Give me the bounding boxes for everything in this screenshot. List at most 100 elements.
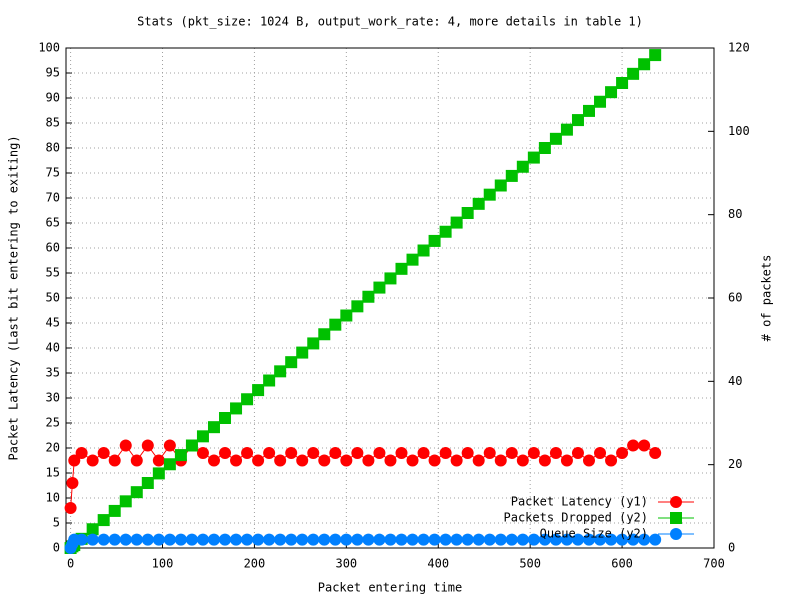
y-tick-label: 0 — [53, 541, 60, 555]
y-tick-label: 55 — [46, 266, 60, 280]
marker — [152, 467, 165, 480]
y2-tick-label: 20 — [728, 457, 742, 471]
marker — [329, 533, 342, 546]
marker — [538, 454, 551, 467]
marker — [119, 533, 132, 546]
marker — [384, 272, 397, 285]
marker — [616, 447, 629, 459]
legend-label: Packets Dropped (y2) — [504, 511, 649, 525]
marker — [86, 454, 99, 467]
legend-marker — [670, 528, 682, 540]
marker — [417, 244, 430, 257]
marker — [560, 454, 573, 467]
y-tick-label: 75 — [46, 166, 60, 180]
marker — [461, 533, 474, 546]
marker — [340, 454, 353, 467]
marker — [252, 384, 265, 397]
marker — [351, 533, 364, 546]
marker — [196, 447, 209, 459]
marker — [252, 454, 265, 467]
y2-tick-label: 100 — [728, 124, 750, 138]
marker — [582, 454, 595, 467]
marker — [241, 393, 254, 406]
marker — [362, 290, 375, 303]
y-tick-label: 40 — [46, 341, 60, 355]
marker — [461, 207, 474, 219]
y-tick-label: 20 — [46, 441, 60, 455]
marker — [285, 533, 298, 546]
y-tick-label: 5 — [53, 516, 60, 530]
marker — [274, 454, 287, 467]
legend-marker — [670, 512, 682, 524]
marker — [219, 447, 232, 459]
marker — [594, 95, 607, 108]
marker — [472, 533, 485, 546]
marker — [307, 337, 320, 350]
marker — [549, 132, 562, 145]
marker — [627, 439, 640, 452]
marker — [163, 458, 176, 471]
marker — [207, 533, 220, 546]
marker — [75, 447, 88, 459]
marker — [108, 504, 121, 517]
marker — [307, 447, 320, 459]
marker — [296, 454, 309, 467]
marker — [296, 533, 309, 546]
marker — [527, 533, 540, 546]
marker — [130, 486, 143, 499]
plot-frame — [65, 47, 715, 549]
marker — [384, 533, 397, 546]
y2-tick-label: 120 — [728, 41, 750, 55]
marker — [571, 114, 584, 127]
y-tick-label: 30 — [46, 391, 60, 405]
marker — [638, 533, 651, 546]
marker — [616, 533, 629, 546]
marker — [638, 439, 651, 452]
y-tick-label: 35 — [46, 366, 60, 380]
marker — [505, 447, 518, 459]
marker — [395, 533, 408, 546]
marker — [439, 533, 452, 546]
marker — [560, 533, 573, 546]
marker — [362, 533, 375, 546]
y-tick-label: 10 — [46, 491, 60, 505]
marker — [174, 449, 187, 462]
marker — [119, 439, 132, 452]
marker — [505, 533, 518, 546]
y-tick-label: 65 — [46, 216, 60, 230]
marker — [119, 495, 132, 508]
marker — [185, 533, 198, 546]
y-axis-label: Packet Latency (Last bit entering to exi… — [7, 135, 21, 460]
marker — [340, 309, 353, 322]
marker — [241, 533, 254, 546]
marker — [373, 533, 386, 546]
marker — [196, 430, 209, 443]
marker — [108, 454, 121, 467]
marker — [384, 454, 397, 467]
marker — [461, 447, 474, 459]
x-tick-label: 700 — [703, 557, 725, 571]
marker — [285, 447, 298, 459]
marker — [538, 142, 551, 154]
marker — [406, 533, 419, 546]
marker — [417, 533, 430, 546]
x-tick-label: 600 — [611, 557, 633, 571]
marker — [450, 533, 463, 546]
marker — [582, 533, 595, 546]
y-tick-label: 45 — [46, 316, 60, 330]
marker — [571, 533, 584, 546]
marker — [627, 533, 640, 546]
marker — [516, 160, 529, 173]
marker — [649, 533, 662, 546]
marker — [494, 179, 507, 192]
marker — [494, 533, 507, 546]
marker — [549, 447, 562, 459]
marker — [450, 454, 463, 467]
marker — [329, 318, 342, 331]
marker — [538, 533, 551, 546]
marker — [516, 533, 529, 546]
y2-axis-label: # of packets — [760, 255, 774, 342]
y-tick-label: 90 — [46, 91, 60, 105]
marker — [263, 374, 276, 387]
y2-tick-label: 0 — [728, 541, 735, 555]
